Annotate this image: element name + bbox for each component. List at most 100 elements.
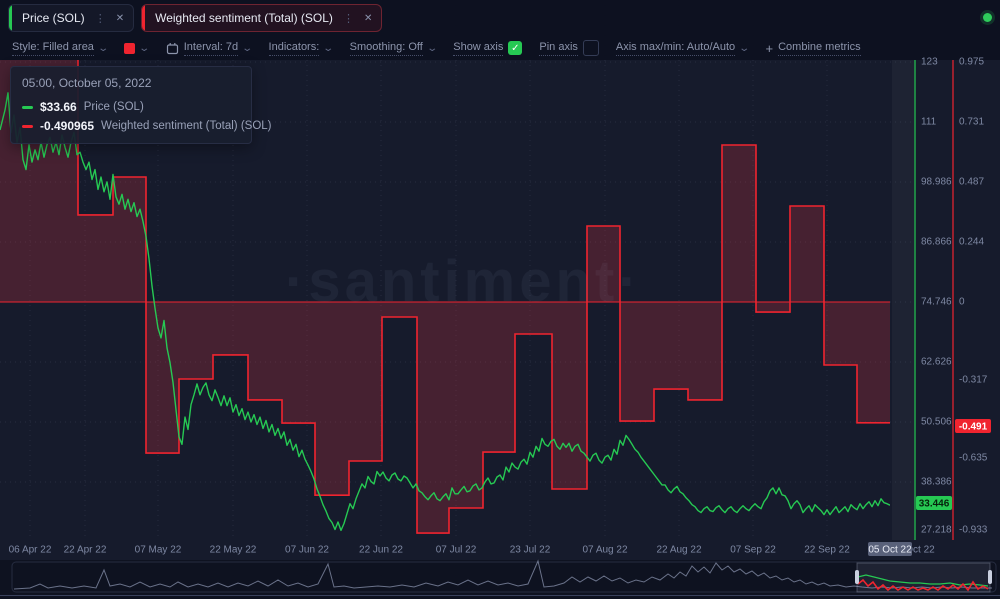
- price-value-badge: [916, 496, 952, 510]
- sentiment-area: [315, 302, 349, 496]
- x-axis-tick-label: 22 Sep 22: [804, 545, 850, 556]
- x-axis-tick-label: 22 May 22: [210, 545, 257, 556]
- price-axis-tick-label: 38.386: [921, 477, 952, 488]
- sentiment-axis-tick-label: 0.975: [959, 57, 984, 68]
- checkbox-unchecked-icon[interactable]: [582, 40, 599, 56]
- sentiment-area: [417, 302, 449, 534]
- sentiment-area: [857, 302, 890, 423]
- tooltip-row-sentiment: -0.490965 Weighted sentiment (Total) (SO…: [22, 119, 272, 133]
- x-axis-tick-label: 22 Apr 22: [64, 545, 107, 556]
- show-axis-toggle[interactable]: Show axis ✓: [453, 41, 523, 56]
- sentiment-area: [349, 302, 382, 461]
- sentiment-area: [382, 302, 417, 318]
- x-axis-date-badge-text: 05 Oct 22: [868, 545, 912, 556]
- navigator-handle-right[interactable]: [988, 570, 992, 584]
- sentiment-area: [146, 302, 179, 454]
- sentiment-area: [654, 302, 688, 390]
- x-axis-tick-label: 22 Jun 22: [359, 545, 403, 556]
- sentiment-area: [722, 144, 756, 302]
- price-axis-tick-label: 98.986: [921, 177, 952, 188]
- status-dot: [983, 13, 992, 22]
- show-axis-label: Show axis: [453, 41, 504, 56]
- tab-price-sol[interactable]: Price (SOL) ⋮ ✕: [8, 4, 135, 32]
- sentiment-series-swatch: [22, 124, 33, 128]
- x-axis-date-badge: [868, 542, 912, 556]
- x-axis-tick-label: 07 Sep 22: [730, 545, 776, 556]
- price-line-group: [0, 92, 890, 532]
- kebab-menu-icon[interactable]: ⋮: [342, 12, 355, 25]
- indicators-dropdown[interactable]: Indicators: ⌄: [268, 41, 335, 56]
- navigator-frame[interactable]: [11, 561, 997, 593]
- tab-label: Weighted sentiment (Total) (SOL): [155, 11, 333, 25]
- sentiment-value-badge-text: -0.491: [959, 422, 988, 433]
- color-picker[interactable]: ⌄: [124, 42, 150, 54]
- sentiment-step-line: [77, 60, 890, 534]
- price-axis-tick-label: 27.218: [921, 525, 952, 536]
- sentiment-area: [515, 302, 552, 334]
- tooltip-row-price: $33.66 Price (SOL): [22, 100, 240, 114]
- price-axis-tick-label: 74.746: [921, 297, 952, 308]
- chevron-down-icon: ⌄: [322, 42, 335, 54]
- axis-maxmin-dropdown[interactable]: Axis max/min: Auto/Auto ⌄: [615, 41, 750, 56]
- axis-maxmin-label: Axis max/min: Auto/Auto: [615, 41, 736, 56]
- sentiment-area: [756, 302, 790, 313]
- price-axis-tick-label: 123: [921, 57, 938, 68]
- sentiment-area: [213, 302, 248, 355]
- interval-label: Interval: 7d: [183, 41, 239, 56]
- tab-accent-bar: [142, 5, 146, 31]
- sentiment-axis-tick-label: -0.317: [959, 375, 988, 386]
- combine-metrics-button[interactable]: + Combine metrics: [766, 41, 861, 56]
- checkbox-checked-icon[interactable]: ✓: [508, 41, 523, 55]
- chart-tooltip: 05:00, October 05, 2022 $33.66 Price (SO…: [10, 66, 272, 144]
- sentiment-axis-tick-label: 0.487: [959, 177, 984, 188]
- x-axis-tick-label: 23 Jul 22: [510, 545, 551, 556]
- price-axis-tick-label: 86.866: [921, 237, 952, 248]
- close-icon[interactable]: ✕: [115, 12, 125, 24]
- sentiment-value-badge: [955, 419, 991, 433]
- style-label: Style: Filled area: [12, 41, 94, 56]
- navigator-background: [0, 560, 1000, 599]
- combine-metrics-label: Combine metrics: [778, 41, 861, 56]
- tooltip-price-label: Price (SOL): [83, 101, 144, 113]
- x-axis-tick-label: 07 Jul 22: [436, 545, 477, 556]
- sentiment-line-group: [0, 60, 890, 534]
- navigator-price-line: [857, 574, 989, 587]
- hover-column-band: [892, 60, 914, 540]
- chart-toolbar: Style: Filled area ⌄ ⌄ Interval: 7d ⌄ In…: [0, 36, 1000, 60]
- tab-weighted-sentiment-sol[interactable]: Weighted sentiment (Total) (SOL) ⋮ ✕: [141, 4, 383, 32]
- x-axis-tick-label: 07 May 22: [135, 545, 182, 556]
- sentiment-area: [179, 302, 213, 380]
- style-dropdown[interactable]: Style: Filled area ⌄: [12, 41, 110, 56]
- tab-accent-bar: [9, 5, 12, 31]
- sentiment-area: [282, 302, 315, 424]
- plus-icon: +: [765, 40, 774, 56]
- sentiment-area: [824, 302, 857, 366]
- sentiment-axis-tick-label: 0: [959, 297, 965, 308]
- navigator-sparkline: [13, 559, 992, 590]
- interval-icon: [166, 42, 178, 54]
- navigator-handle-left[interactable]: [855, 570, 859, 584]
- x-axis-tick-label: 07 Jun 22: [285, 545, 329, 556]
- tooltip-price-value: $33.66: [40, 100, 77, 114]
- smoothing-dropdown[interactable]: Smoothing: Off ⌄: [349, 41, 438, 56]
- tooltip-sentiment-label: Weighted sentiment (Total) (SOL): [101, 120, 272, 132]
- price-axis-tick-label: 111: [921, 117, 937, 128]
- chevron-down-icon: ⌄: [426, 42, 438, 54]
- close-icon[interactable]: ✕: [363, 12, 373, 24]
- sentiment-area: [248, 302, 282, 400]
- price-axis-tick-label: 62.626: [921, 357, 952, 368]
- chevron-down-icon: ⌄: [97, 42, 110, 54]
- kebab-menu-icon[interactable]: ⋮: [94, 12, 107, 25]
- sentiment-area: [587, 225, 620, 302]
- interval-dropdown[interactable]: Interval: 7d ⌄: [166, 41, 253, 56]
- price-series-swatch: [22, 105, 33, 109]
- sentiment-axis-tick-label: -0.635: [959, 453, 988, 464]
- tooltip-sentiment-value: -0.490965: [40, 119, 95, 133]
- x-axis-tick-label: 07 Aug 22: [582, 545, 627, 556]
- sentiment-area: [552, 302, 587, 490]
- pin-axis-toggle[interactable]: Pin axis: [539, 40, 599, 56]
- sentiment-area: [78, 214, 113, 302]
- x-axis-tick-label: Oct 22: [905, 545, 935, 556]
- sentiment-axis-tick-label: 0.731: [959, 117, 984, 128]
